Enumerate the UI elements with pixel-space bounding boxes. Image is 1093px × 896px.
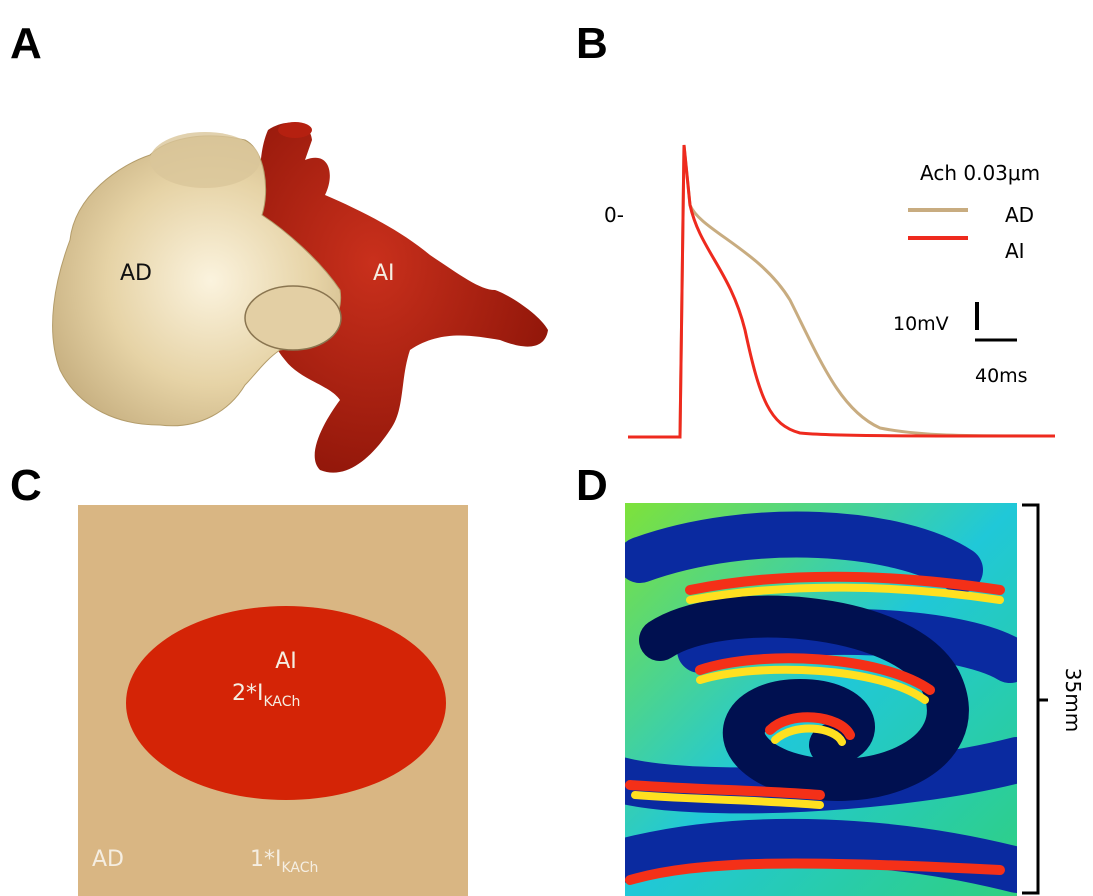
scale-bracket xyxy=(1022,505,1048,893)
legend-entry: AD xyxy=(1005,203,1034,227)
subscript: KACh xyxy=(264,694,301,710)
traces xyxy=(628,145,1055,437)
scale-label: 40ms xyxy=(975,365,1028,387)
panel-label: A xyxy=(10,19,42,68)
atria-model xyxy=(53,122,548,473)
region-label: AD xyxy=(92,847,124,872)
figure: A B C D AD AI 0- Ach 0.03μm AD AI 10mV 4… xyxy=(0,0,1093,896)
region-label: AI xyxy=(373,261,395,286)
panel-label: D xyxy=(576,461,608,510)
legend-entry: AI xyxy=(1005,239,1025,263)
spiral-map xyxy=(620,503,1017,896)
trace-ad xyxy=(628,145,1055,437)
panel-label: B xyxy=(576,19,608,68)
factor: 1*I xyxy=(250,847,282,872)
zero-mark: 0- xyxy=(604,203,624,227)
subscript: KACh xyxy=(282,860,319,876)
region-label: AI xyxy=(275,649,297,674)
scale-label: 35mm xyxy=(1061,668,1085,732)
vessel xyxy=(245,286,341,350)
page: {"panels": [ {"label": "A", "labels": ["… xyxy=(0,0,1093,896)
scale-label: 10mV xyxy=(893,313,949,335)
vessel xyxy=(278,122,312,138)
panel-label: C xyxy=(10,461,42,510)
vessel xyxy=(150,132,260,188)
factor: 2*I xyxy=(232,681,264,706)
region-label: AD xyxy=(120,261,152,286)
legend-title: Ach 0.03μm xyxy=(920,161,1040,185)
